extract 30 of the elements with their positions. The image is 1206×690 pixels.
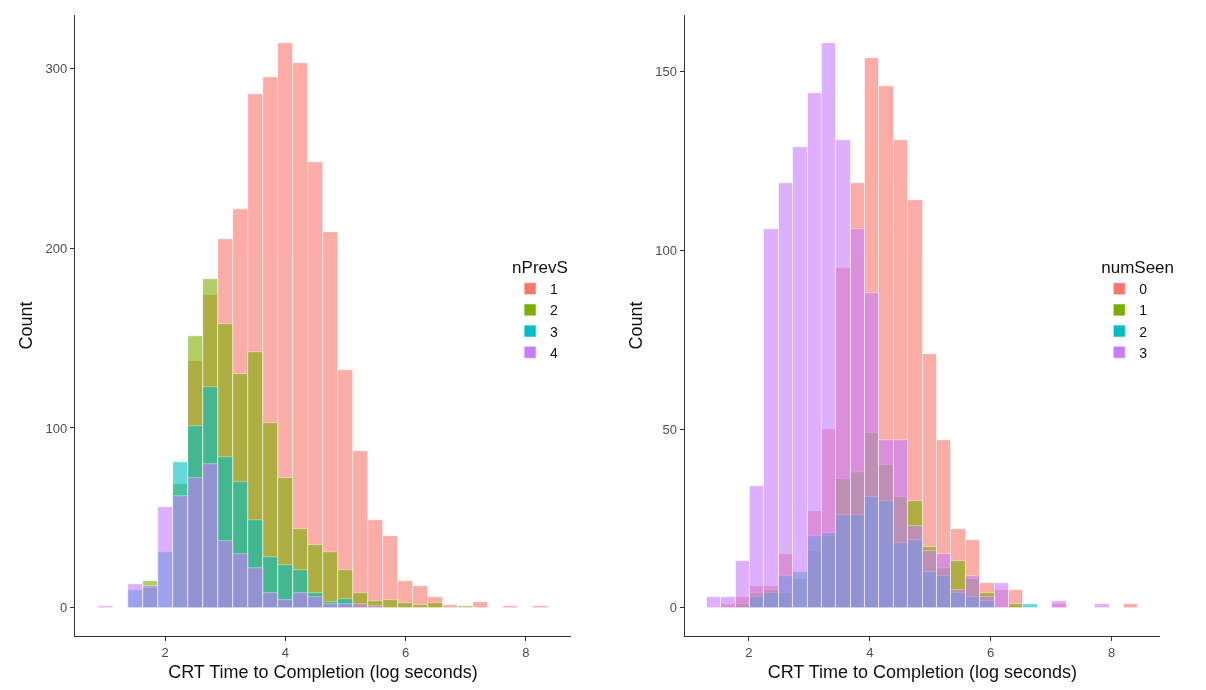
legend-title: nPrevS — [512, 258, 568, 278]
x-tick-label: 6 — [401, 644, 410, 660]
legend-label: 3 — [1139, 344, 1148, 361]
y-tick-label: 0 — [60, 600, 68, 616]
legend-label: 2 — [1139, 323, 1148, 340]
y-axis-title: Count — [15, 301, 36, 350]
legend-title: numSeen — [1101, 258, 1175, 278]
x-tick-label: 8 — [1108, 644, 1116, 660]
legend-label: 4 — [550, 344, 559, 361]
y-tick-label: 150 — [655, 64, 678, 80]
x-tick-label: 4 — [281, 644, 289, 660]
y-tick-label: 0 — [669, 600, 678, 616]
x-tick-label: 8 — [522, 644, 530, 660]
legend-label: 0 — [1139, 281, 1148, 298]
x-tick-label: 2 — [161, 644, 169, 660]
x-tick-label: 2 — [745, 644, 753, 660]
y-axis-title: Count — [625, 301, 646, 350]
legend-label: 2 — [550, 302, 559, 319]
x-tick-label: 6 — [987, 644, 995, 660]
y-tick-label: 100 — [45, 420, 68, 436]
y-tick-label: 200 — [45, 240, 68, 256]
x-axis-title: CRT Time to Completion (log seconds) — [767, 661, 1078, 682]
legend-label: 1 — [1139, 302, 1148, 319]
y-tick-label: 100 — [655, 243, 678, 259]
x-tick-label: 4 — [866, 644, 874, 660]
legend-label: 3 — [550, 323, 559, 340]
legend-label: 1 — [550, 281, 559, 298]
y-tick-label: 50 — [662, 421, 678, 437]
y-tick-label: 300 — [45, 60, 68, 76]
x-axis-title: CRT Time to Completion (log seconds) — [168, 661, 478, 682]
